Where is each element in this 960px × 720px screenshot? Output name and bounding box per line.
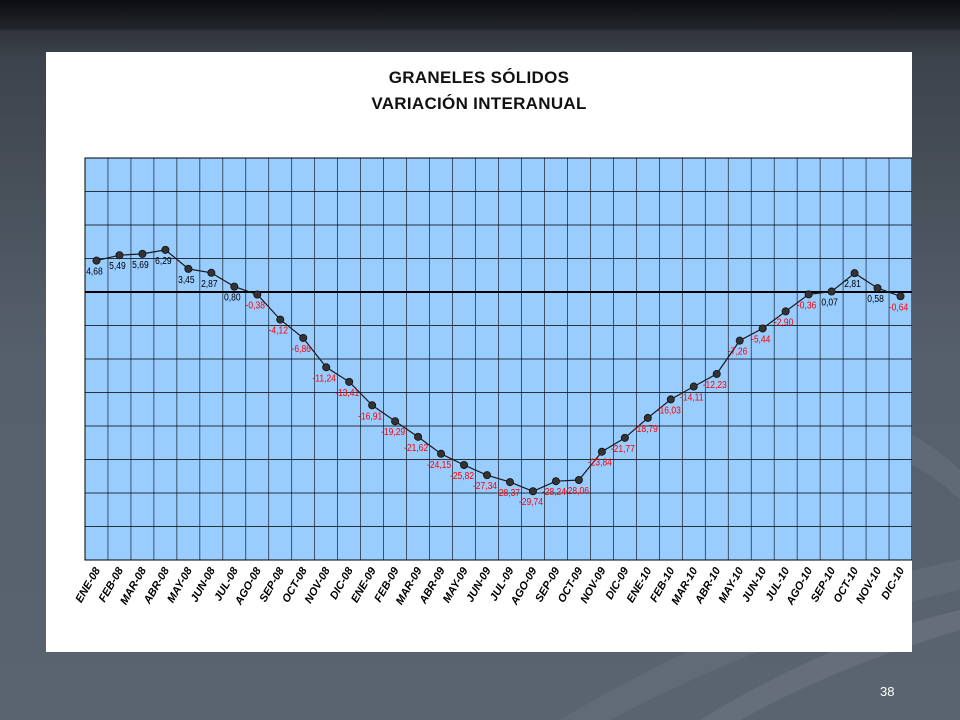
data-point — [276, 315, 285, 324]
data-point — [896, 292, 905, 301]
data-point — [391, 417, 400, 426]
series-line — [96, 249, 901, 492]
data-point — [735, 336, 744, 345]
data-point — [92, 256, 101, 265]
data-point — [299, 333, 308, 342]
line-chart: 4,68 5,49 5,69 6,29 3,45 2,87 0,80 -0,38 -4,12 -6… — [73, 157, 912, 608]
data-label: -0,64 — [889, 302, 908, 313]
data-label: -28,24 — [542, 487, 566, 498]
data-label: -28,37 — [496, 487, 520, 498]
data-point — [483, 471, 492, 480]
data-point — [437, 449, 446, 458]
data-label: -19,29 — [381, 427, 405, 438]
chart-panel: GRANELES SÓLIDOS VARIACIÓN INTERANUAL 4,… — [46, 52, 912, 652]
data-point — [207, 268, 216, 277]
data-point — [253, 290, 262, 299]
data-point — [620, 433, 629, 442]
slide-top-band — [0, 0, 960, 30]
data-point — [758, 324, 767, 333]
data-point — [551, 477, 560, 486]
data-label: 2,87 — [201, 278, 218, 289]
x-tick-label: DIC-10 — [879, 565, 907, 602]
data-point — [115, 251, 124, 260]
data-point — [781, 307, 790, 316]
data-label: -16,91 — [358, 411, 382, 422]
data-point — [689, 382, 698, 391]
data-label: -11,24 — [312, 373, 335, 384]
data-label: -5,44 — [751, 334, 770, 345]
data-label: -6,86 — [292, 343, 311, 354]
chart-subtitle: VARIACIÓN INTERANUAL — [371, 94, 587, 113]
data-label: 0,58 — [867, 293, 884, 304]
data-label: 6,29 — [155, 255, 172, 266]
chart-title: GRANELES SÓLIDOS — [388, 68, 570, 87]
data-label: -7,26 — [728, 346, 747, 357]
data-point — [712, 369, 721, 378]
data-label: -12,23 — [703, 379, 727, 390]
data-label: -29,74 — [519, 497, 543, 508]
data-point — [528, 487, 537, 496]
data-point — [804, 290, 813, 299]
data-label: 5,49 — [109, 261, 126, 272]
slide-page-number: 38 — [880, 684, 895, 699]
data-label: -23,84 — [588, 457, 612, 468]
data-point — [666, 395, 675, 404]
data-point — [345, 377, 354, 386]
data-label: -24,15 — [427, 459, 451, 470]
data-label: -27,34 — [473, 481, 497, 492]
data-point — [322, 363, 331, 372]
data-label: -18,79 — [634, 423, 658, 434]
data-point — [414, 432, 423, 441]
data-point — [460, 460, 469, 469]
data-point — [643, 413, 652, 422]
data-label: 2,81 — [844, 279, 861, 290]
data-label: 5,69 — [132, 259, 149, 270]
data-label: -0,36 — [797, 300, 816, 311]
data-label: -4,12 — [269, 325, 288, 336]
data-label: 3,45 — [178, 274, 195, 285]
data-label: -21,62 — [404, 442, 428, 453]
data-label: -21,77 — [611, 443, 635, 454]
data-label: 0,80 — [224, 292, 241, 303]
data-point — [850, 269, 859, 278]
data-point — [184, 264, 193, 273]
data-label: -28,06 — [565, 485, 589, 496]
data-label: -0,38 — [246, 300, 265, 311]
data-label: -13,41 — [335, 387, 359, 398]
data-point — [597, 447, 606, 456]
data-point — [138, 249, 147, 258]
data-point — [505, 478, 514, 487]
data-label: -16,03 — [657, 405, 681, 416]
data-point — [230, 282, 239, 291]
data-label: 4,68 — [86, 266, 103, 277]
data-label: 0,07 — [821, 297, 838, 308]
data-point — [368, 401, 377, 410]
data-label: -14,11 — [680, 392, 703, 403]
data-label: -25,82 — [450, 470, 474, 481]
data-point — [161, 245, 170, 254]
data-label: -2,90 — [774, 317, 793, 328]
data-point — [873, 284, 882, 293]
data-point — [827, 287, 836, 296]
data-point — [574, 476, 583, 485]
